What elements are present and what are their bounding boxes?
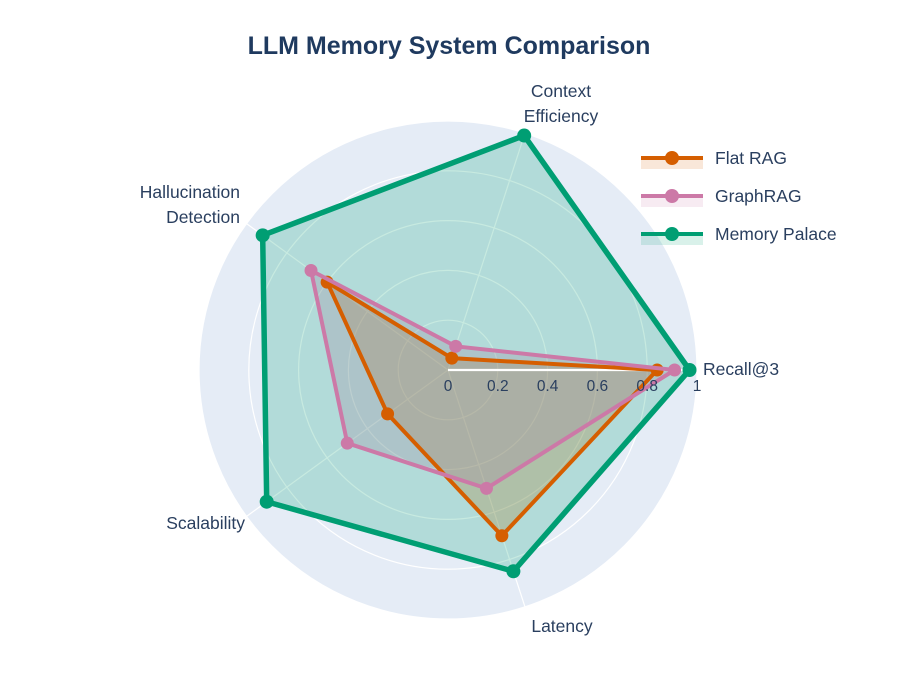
legend-marker-dot: [665, 151, 679, 165]
legend-marker-dot: [665, 189, 679, 203]
radial-tick-label: 0.6: [587, 378, 609, 395]
series-fill-graphrag: [311, 270, 675, 489]
series-line-graphrag: [309, 268, 677, 491]
axis-label-hallucination-detection: Hallucination: [140, 182, 240, 202]
polar-grid-spoke: [246, 223, 449, 371]
radial-tick-label: 0: [444, 378, 453, 395]
legend-swatch-graphrag: [641, 185, 703, 207]
series-fill-flat-rag: [327, 282, 658, 536]
data-point-memory-palace-scalability[interactable]: [259, 494, 274, 509]
chart-title: LLM Memory System Comparison: [247, 32, 651, 60]
axis-label-scalability: Scalability: [166, 513, 245, 533]
radial-tick-label: 0.2: [487, 378, 509, 395]
legend-marker-dot: [665, 227, 679, 241]
data-point-graphrag-context-efficiency[interactable]: [449, 339, 463, 353]
data-point-memory-palace-latency[interactable]: [506, 564, 521, 579]
data-point-flat-rag-latency[interactable]: [495, 529, 509, 543]
legend-label: Memory Palace: [715, 223, 837, 244]
axis-label-context-efficiency: Context: [531, 81, 591, 101]
radial-tick-label: 0.4: [537, 378, 559, 395]
data-point-memory-palace-hallucination-detection[interactable]: [255, 228, 270, 243]
data-point-memory-palace-context-efficiency[interactable]: [517, 128, 532, 143]
series-fill-memory-palace: [262, 135, 690, 572]
data-point-flat-rag-scalability[interactable]: [381, 407, 395, 421]
legend-label: GraphRAG: [715, 185, 802, 206]
radial-tick-label: 0.8: [636, 378, 658, 395]
axis-label-latency: Latency: [531, 616, 593, 636]
legend-item-graphrag[interactable]: GraphRAG: [641, 177, 837, 215]
polar-grid-spoke: [447, 133, 526, 371]
series-line-flat-rag: [325, 280, 660, 538]
legend: Flat RAG GraphRAG Memory Palace: [641, 139, 837, 253]
legend-swatch-memory-palace: [641, 223, 703, 245]
axis-label-context-efficiency: Efficiency: [524, 106, 599, 126]
legend-item-memory-palace[interactable]: Memory Palace: [641, 215, 837, 253]
axis-label-hallucination-detection: Detection: [166, 207, 240, 227]
axis-label-recall-3: Recall@3: [703, 359, 779, 379]
series-line-memory-palace: [259, 132, 693, 575]
data-point-memory-palace-recall-3[interactable]: [682, 363, 697, 377]
data-point-graphrag-recall-3[interactable]: [668, 363, 682, 377]
data-point-graphrag-scalability[interactable]: [340, 436, 354, 450]
legend-label: Flat RAG: [715, 147, 787, 168]
legend-item-flat-rag[interactable]: Flat RAG: [641, 139, 837, 177]
data-point-graphrag-latency[interactable]: [479, 481, 493, 495]
data-point-graphrag-hallucination-detection[interactable]: [304, 263, 318, 277]
radial-tick-label: 1: [693, 378, 702, 395]
legend-swatch-flat-rag: [641, 147, 703, 169]
data-point-flat-rag-context-efficiency[interactable]: [445, 351, 459, 365]
